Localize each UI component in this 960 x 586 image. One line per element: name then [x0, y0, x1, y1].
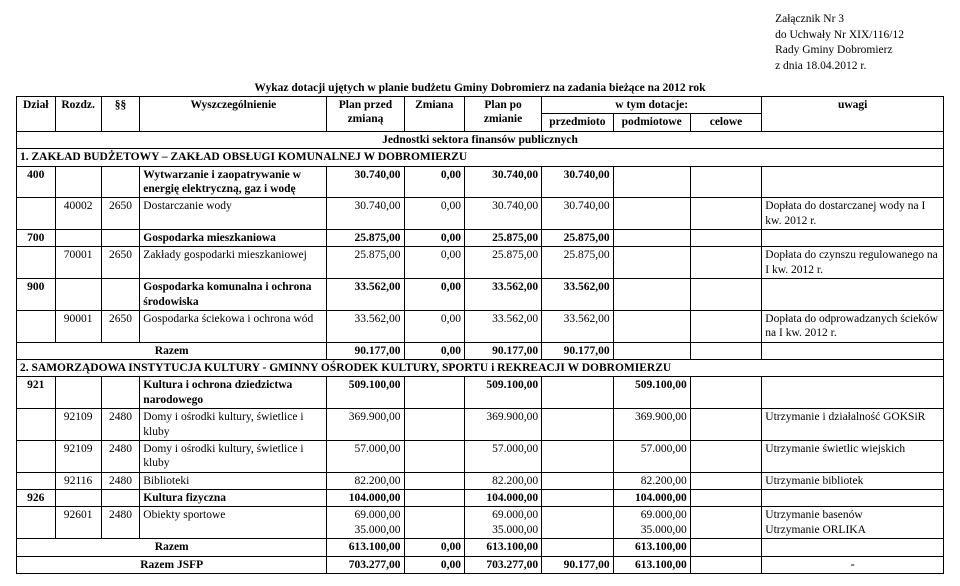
col-uwagi: uwagi	[762, 97, 944, 132]
summary-row: Razem613.100,000,00613.100,00613.100,00	[17, 539, 944, 556]
col-celowe: celowe	[690, 114, 762, 131]
col-para: §§	[101, 97, 140, 132]
table-row: 926Kultura fizyczna104.000,00104.000,001…	[17, 490, 944, 507]
table-body: Jednostki sektora finansów publicznych1.…	[17, 131, 944, 573]
section-row: Jednostki sektora finansów publicznych	[17, 131, 944, 148]
dotacje-table: Dział Rozdz. §§ Wyszczególnienie Plan pr…	[16, 96, 944, 574]
table-row: 900012650Gospodarka ściekowa i ochrona w…	[17, 310, 944, 342]
table-row: 700Gospodarka mieszkaniowa25.875,000,002…	[17, 230, 944, 247]
col-podmiotowe: podmiotowe	[613, 114, 690, 131]
col-plan-po: Plan po zmianie	[465, 97, 542, 132]
table-header: Dział Rozdz. §§ Wyszczególnienie Plan pr…	[17, 97, 944, 132]
attachment-line: do Uchwały Nr XIX/116/12	[775, 29, 904, 41]
col-wysz: Wyszczególnienie	[140, 97, 327, 132]
table-row: 400022650Dostarczanie wody30.740,000,003…	[17, 198, 944, 230]
table-row: 926012480Obiekty sportowe69.000,0035.000…	[17, 507, 944, 539]
summary-row: Razem90.177,000,0090.177,0090.177,00	[17, 342, 944, 359]
col-dzial: Dział	[17, 97, 56, 132]
document-title: Wykaz dotacji ujętych w planie budżetu G…	[16, 82, 944, 94]
table-row: 400Wytwarzanie i zaopatrywanie w energię…	[17, 166, 944, 198]
col-rozdz: Rozdz.	[55, 97, 101, 132]
table-row: 900Gospodarka komunalna i ochrona środow…	[17, 279, 944, 311]
table-row: 921092480Domy i ośrodki kultury, świetli…	[17, 440, 944, 472]
col-w-tym: w tym dotacje:	[542, 97, 762, 114]
col-zmiana: Zmiana	[404, 97, 465, 132]
table-row: 700012650Zakłady gospodarki mieszkaniowe…	[17, 247, 944, 279]
attachment-line: z dnia 18.04.2012 r.	[775, 60, 866, 72]
table-row: 921092480Domy i ośrodki kultury, świetli…	[17, 409, 944, 441]
col-plan-przed: Plan przed zmianą	[327, 97, 404, 132]
table-row: 921162480Biblioteki82.200,0082.200,0082.…	[17, 472, 944, 489]
attachment-line: Załącznik Nr 3	[775, 13, 844, 25]
section-row: 1. ZAKŁAD BUDŻETOWY – ZAKŁAD OBSŁUGI KOM…	[17, 149, 944, 166]
attachment-header: Załącznik Nr 3 do Uchwały Nr XIX/116/12 …	[775, 12, 904, 74]
attachment-line: Rady Gminy Dobromierz	[775, 44, 893, 56]
section-row: 2. SAMORZĄDOWA INSTYTUCJA KULTURY - GMIN…	[17, 360, 944, 377]
col-przedmioto: przedmioto	[542, 114, 614, 131]
summary-row: Razem JSFP703.277,000,00703.277,0090.177…	[17, 556, 944, 573]
table-row: 921Kultura i ochrona dziedzictwa narodow…	[17, 377, 944, 409]
